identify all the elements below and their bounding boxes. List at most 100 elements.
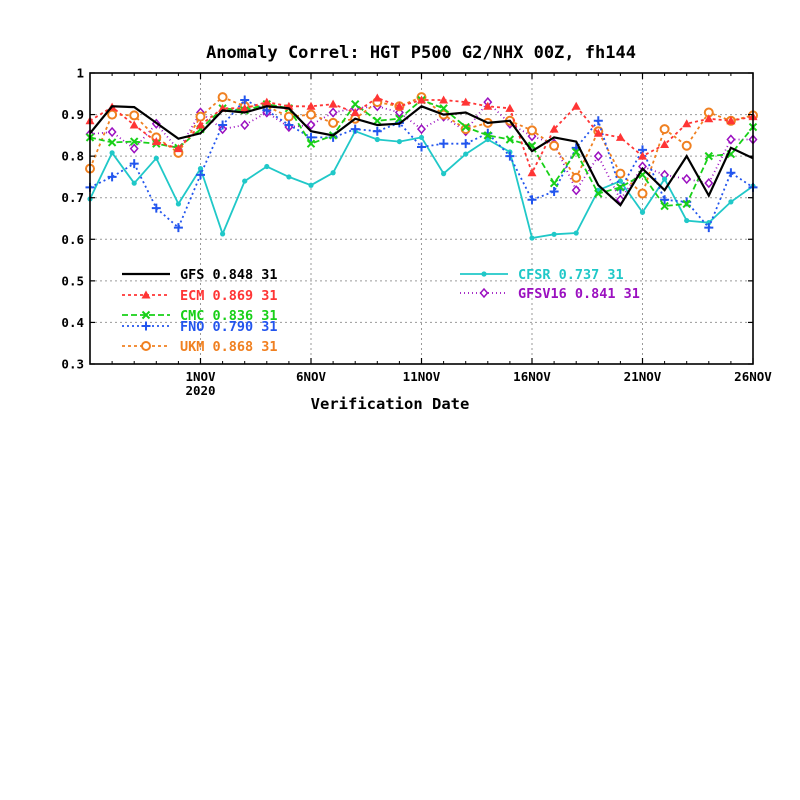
- y-tick-label: 0.4: [61, 315, 84, 330]
- x-tick-label: 26NOV: [734, 369, 772, 384]
- point-ecm-marker: [328, 99, 338, 108]
- legend-text-fno: FNO 0.790 31: [180, 319, 278, 335]
- point-cfsr-marker: [109, 150, 115, 156]
- point-cmc-marker: [549, 178, 559, 188]
- point-fno-marker: [196, 170, 205, 180]
- point-cfsr-marker: [706, 220, 712, 226]
- point-ecm-marker: [262, 97, 272, 106]
- point-ecm-marker: [593, 128, 603, 137]
- point-ecm-marker: [549, 124, 559, 133]
- point-cmc-marker: [660, 201, 669, 211]
- point-ukm-marker: [681, 140, 692, 151]
- legend-text-cmc: CMC 0.836 31: [180, 308, 278, 324]
- point-cfsr-marker: [264, 163, 270, 170]
- point-cmc-marker: [129, 137, 139, 146]
- point-fno-marker: [439, 139, 449, 149]
- point-cfsr-marker: [573, 230, 579, 236]
- point-ecm-marker: [527, 168, 537, 177]
- legend-entry-cfsr: CFSR 0.737 31: [460, 267, 624, 283]
- point-ecm-marker: [173, 144, 183, 153]
- point-cfsr-marker: [485, 136, 491, 143]
- series-gfs: [89, 105, 754, 207]
- point-ukm-marker: [107, 109, 118, 120]
- legend-text-ukm: UKM 0.868 31: [180, 339, 278, 355]
- point-ecm-marker: [394, 101, 404, 110]
- point-fno-marker: [218, 120, 228, 130]
- point-fno-marker: [505, 151, 515, 161]
- chart-title: Anomaly Correl: HGT P500 G2/NHX 00Z, fh1…: [206, 43, 636, 63]
- series-ecm: [85, 93, 758, 177]
- point-cfsr-marker: [728, 199, 734, 205]
- x-tick-label: 21NOV: [624, 369, 662, 384]
- point-ecm-marker: [240, 103, 250, 112]
- point-cmc-marker: [571, 147, 581, 157]
- point-ecm-marker: [505, 103, 515, 112]
- point-gfsv16-marker: [328, 107, 338, 118]
- point-fno-marker: [461, 139, 471, 149]
- point-cmc-marker: [616, 183, 625, 192]
- point-cfsr-marker: [529, 235, 535, 241]
- point-cfsr-marker: [662, 176, 668, 182]
- point-cmc-marker: [483, 131, 493, 140]
- point-ukm-marker: [283, 111, 294, 122]
- point-fno-marker: [240, 95, 250, 105]
- point-ecm-marker: [196, 120, 205, 129]
- point-gfsv16-marker: [682, 173, 692, 185]
- point-ecm-marker: [306, 101, 316, 110]
- point-fno-marker: [107, 172, 117, 182]
- point-cmc-marker: [594, 189, 603, 198]
- point-cfsr-marker: [639, 209, 646, 215]
- point-gfsv16-marker: [107, 126, 117, 138]
- point-cfsr-marker: [286, 174, 292, 180]
- y-tick-label: 0.3: [61, 357, 84, 372]
- point-gfsv16-marker: [417, 123, 426, 135]
- point-ukm-marker: [129, 110, 140, 121]
- point-ukm-marker: [571, 172, 582, 183]
- point-ecm-marker: [726, 116, 736, 125]
- point-ecm-marker: [638, 151, 647, 160]
- point-cfsr-marker: [617, 178, 624, 184]
- point-ecm-marker: [615, 132, 625, 141]
- point-cfsr-marker: [175, 201, 181, 207]
- point-cfsr-marker: [308, 182, 314, 188]
- point-cfsr-marker: [374, 136, 380, 143]
- point-cmc-marker: [373, 116, 382, 126]
- y-tick-label: 0.8: [61, 149, 84, 164]
- y-tick-label: 1: [76, 66, 84, 81]
- point-cfsr-marker: [441, 171, 447, 177]
- point-gfsv16-marker: [571, 185, 581, 196]
- point-cfsr-marker: [396, 138, 402, 145]
- point-fno-marker: [593, 116, 603, 126]
- point-gfsv16-marker: [593, 151, 603, 162]
- point-cfsr-marker: [153, 155, 159, 161]
- point-cfsr-marker: [463, 151, 469, 157]
- legend-entry-ecm: ECM 0.869 31: [122, 288, 278, 304]
- point-ecm-marker: [682, 119, 692, 128]
- point-fno-marker: [704, 223, 714, 233]
- legend-text-cfsr: CFSR 0.737 31: [518, 267, 624, 283]
- point-ukm-marker: [306, 109, 316, 120]
- legend-cfsr-marker: [481, 271, 487, 277]
- point-fno-marker: [549, 186, 559, 196]
- point-ecm-marker: [350, 107, 360, 116]
- legend-entry-ukm: UKM 0.868 31: [122, 339, 278, 355]
- point-ecm-marker: [571, 101, 581, 110]
- legend-ecm-marker: [141, 290, 151, 299]
- legend-text-gfsv16: GFSV16 0.841 31: [518, 286, 640, 302]
- point-ecm-marker: [704, 114, 714, 123]
- point-fno-marker: [527, 195, 537, 205]
- point-cfsr-marker: [242, 178, 248, 184]
- point-ukm-marker: [217, 92, 228, 103]
- point-cmc-marker: [107, 138, 117, 147]
- legend-entry-cmc: CMC 0.836 31: [122, 308, 278, 324]
- point-cfsr-marker: [330, 170, 336, 176]
- point-ecm-marker: [129, 120, 139, 129]
- point-fno-marker: [306, 132, 316, 142]
- legend: GFS 0.848 31 ECM 0.869 31 CMC 0.836 31FNO …: [122, 267, 640, 355]
- point-ukm-marker: [195, 111, 206, 122]
- legend-fno-marker: [141, 321, 151, 331]
- legend-text-gfs: GFS 0.848 31: [180, 267, 278, 283]
- x-tick-sublabel: 2020: [185, 383, 215, 398]
- point-gfsv16-marker: [704, 178, 714, 189]
